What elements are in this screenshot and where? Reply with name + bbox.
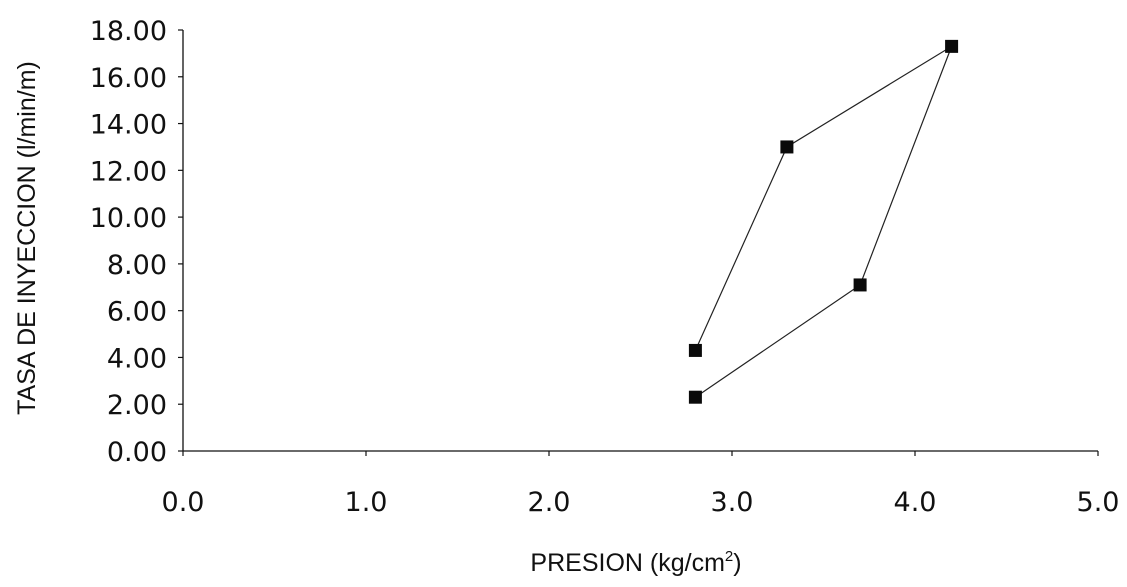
x-tick-label: 2.0 [528, 487, 571, 518]
x-tick-label: 1.0 [345, 487, 388, 518]
y-tick-label: 2.00 [107, 390, 167, 421]
y-tick-label: 16.00 [90, 63, 167, 94]
x-tick-label: 4.0 [894, 487, 937, 518]
x-tick-labels: 0.0 1.0 2.0 3.0 4.0 5.0 [162, 487, 1120, 518]
data-point-marker [945, 39, 959, 53]
y-tick-label: 12.00 [90, 156, 167, 187]
x-axis-title-suffix: ) [733, 549, 741, 577]
y-tick-label: 0.00 [107, 437, 167, 468]
x-axis-title-superscript: 2 [725, 548, 733, 565]
data-point-marker [688, 390, 702, 404]
y-tick-label: 10.00 [90, 203, 167, 234]
x-tick-label: 0.0 [162, 487, 205, 518]
y-tick-label: 18.00 [90, 16, 167, 47]
series-group [688, 39, 959, 404]
y-axis-title: TASA DE INYECCION (l/min/m) [13, 61, 41, 415]
y-tick-labels: 0.00 2.00 4.00 6.00 8.00 10.00 12.00 14.00 16.00… [90, 16, 167, 468]
data-point-marker [688, 343, 702, 357]
series-line [694, 44, 953, 398]
x-axis-title: PRESION (kg/cm2) [530, 548, 741, 577]
y-tick-label: 4.00 [107, 343, 167, 374]
y-tick-label: 6.00 [107, 297, 167, 328]
x-tick-label: 3.0 [711, 487, 754, 518]
x-axis-title-main: PRESION (kg/cm [530, 549, 724, 577]
y-tick-label: 14.00 [90, 110, 167, 141]
data-point-marker [853, 278, 867, 292]
data-point-marker [780, 140, 794, 154]
y-tick-label: 8.00 [107, 250, 167, 281]
x-tick-label: 5.0 [1077, 487, 1120, 518]
axes [178, 29, 1099, 456]
